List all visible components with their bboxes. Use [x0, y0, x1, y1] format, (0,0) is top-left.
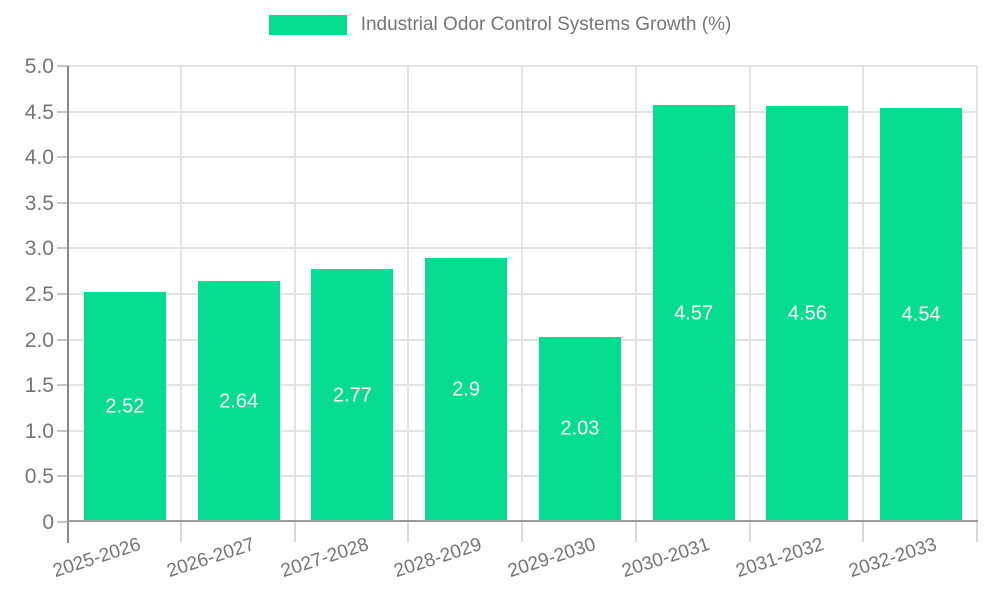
y-axis-tick [57, 293, 68, 295]
y-axis-label: 3.0 [24, 237, 54, 261]
y-axis-tick [57, 475, 68, 478]
gridline-vertical [748, 66, 751, 522]
gridline-horizontal [68, 201, 978, 204]
bar-value-label: 2.52 [105, 395, 145, 418]
x-axis-tick [976, 522, 978, 542]
bar: 4.54 [880, 107, 963, 522]
x-axis-label: 2032-2033 [846, 534, 940, 583]
y-axis-label: 5.0 [24, 55, 54, 78]
gridline-horizontal [68, 384, 978, 387]
x-axis-tick [293, 522, 296, 542]
bar: 2.9 [425, 257, 508, 522]
legend-label: Industrial Odor Control Systems Growth (… [360, 14, 732, 35]
x-axis-label: 2026-2027 [164, 534, 258, 583]
y-axis-label: 2.5 [24, 283, 54, 306]
bar: 4.56 [766, 106, 849, 522]
x-axis-tick [407, 522, 410, 542]
bar: 4.57 [652, 105, 735, 522]
y-axis-label: 0.5 [24, 465, 54, 489]
bar-value-label: 4.57 [674, 302, 714, 325]
bar-value-label: 2.77 [332, 384, 372, 407]
y-axis-label: 1.5 [24, 374, 54, 398]
y-axis-tick [57, 521, 68, 523]
y-axis-tick [57, 201, 68, 204]
plot-area: 2.52 2.64 2.77 2.9 2.03 4.57 4.56 4.54 [68, 65, 978, 522]
bar-value-label: 4.54 [901, 303, 941, 326]
x-axis-tick [634, 522, 637, 542]
x-axis-tick [521, 522, 523, 542]
x-axis-label: 2025-2026 [50, 534, 144, 583]
gridline-horizontal [68, 156, 978, 159]
bar: 2.64 [197, 281, 280, 522]
chart-legend: Industrial Odor Control Systems Growth (… [0, 14, 1000, 36]
gridline-vertical [634, 66, 637, 522]
gridline-vertical [179, 66, 182, 522]
gridline-horizontal [68, 293, 978, 295]
bar-value-label: 2.9 [452, 378, 481, 401]
y-axis-label: 2.0 [24, 328, 54, 352]
y-axis-tick [57, 65, 68, 67]
y-axis-tick [57, 156, 68, 159]
bar-value-label: 2.03 [560, 417, 600, 440]
y-axis-tick [57, 429, 68, 432]
gridline-vertical [521, 66, 523, 522]
x-axis-tick [862, 522, 865, 542]
x-axis-label: 2027-2028 [277, 534, 371, 583]
gridline-horizontal [68, 65, 978, 67]
gridline-vertical [976, 66, 978, 522]
x-axis-label: 2028-2029 [391, 534, 485, 583]
bar-value-label: 4.56 [787, 302, 827, 325]
bar: 2.52 [83, 292, 166, 522]
x-axis-line [68, 520, 978, 522]
gridline-vertical [293, 66, 296, 522]
gridline-vertical [862, 66, 865, 522]
gridline-horizontal [68, 247, 978, 250]
y-axis-label: 3.5 [24, 191, 54, 215]
y-axis-label: 4.5 [24, 100, 54, 124]
y-axis-label: 1.0 [24, 419, 54, 443]
y-axis-tick [57, 338, 68, 341]
bar: 2.77 [311, 269, 394, 522]
y-axis-tick [57, 247, 68, 250]
y-axis-tick [57, 110, 68, 113]
y-axis-label: 4.0 [24, 146, 54, 170]
x-axis-label: 2029-2030 [505, 534, 599, 583]
bar: 2.03 [538, 336, 621, 522]
gridline-vertical [407, 66, 410, 522]
legend-swatch-icon [268, 15, 347, 35]
gridline-horizontal [68, 110, 978, 113]
x-axis-label: 2031-2032 [732, 534, 826, 583]
x-axis-tick [179, 522, 182, 542]
gridline-horizontal [68, 338, 978, 341]
gridline-horizontal [68, 429, 978, 432]
x-axis-tick [748, 522, 751, 542]
y-axis-line [67, 66, 69, 543]
y-axis-label: 0 [42, 511, 54, 534]
gridline-horizontal [68, 475, 978, 478]
bar-value-label: 2.64 [219, 390, 259, 413]
y-axis-tick [57, 384, 68, 387]
x-axis-label: 2030-2031 [619, 534, 713, 583]
